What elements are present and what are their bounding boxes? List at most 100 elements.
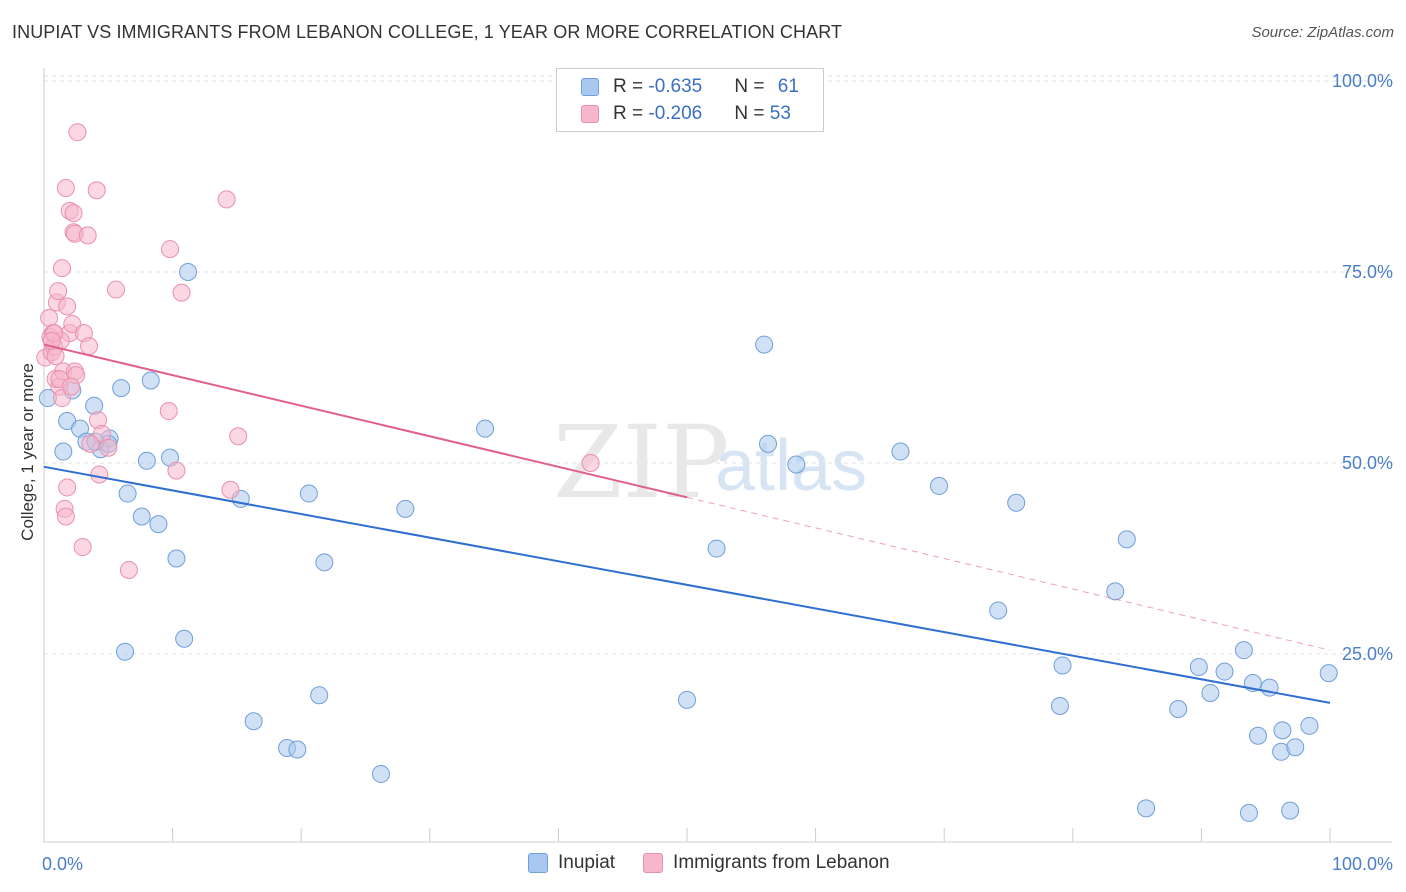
inupiat-point [149,515,168,534]
inupiat-point [1137,799,1156,818]
lebanon-point [64,204,83,223]
inupiat-point [1053,656,1072,675]
inupiat-point [315,553,334,572]
lebanon-point [99,438,118,457]
inupiat-point [759,434,778,453]
inupiat-point [1117,530,1136,549]
trend-line-lebanon [43,343,688,499]
inupiat-point [175,629,194,648]
inupiat-point [1169,700,1188,719]
inupiat-point [476,419,495,438]
inupiat-point [244,712,263,731]
legend-n-value: 61 [777,76,799,97]
inupiat-point [891,442,910,461]
lebanon-point [78,226,97,245]
inupiat-point [1239,803,1258,822]
inupiat-point [132,507,151,526]
legend-r-label: R = [613,76,649,97]
lebanon-point [49,282,68,301]
label-layer: 25.0% 50.0% 75.0% 100.0% 0.0% 100.0% College, … [18,71,1393,874]
y-axis-label: College, 1 year or more [18,363,37,541]
inupiat-point [1201,683,1220,702]
inupiat-point [141,371,160,390]
inupiat-point [930,476,949,495]
series-swatch-pink [643,853,664,873]
lebanon-point [80,337,99,356]
lebanon-point [217,190,236,209]
inupiat-point [1286,738,1305,757]
legend-row-lebanon: R = -0.206 N = 53 [581,101,791,127]
lebanon-point [53,259,72,278]
inupiat-point [1234,641,1253,660]
lebanon-point [56,507,75,526]
x-tick-label: 0.0% [42,854,83,874]
inupiat-point [112,379,131,398]
y-tick-label: 100.0% [1332,71,1393,91]
axis-layer [43,68,1392,843]
lebanon-point [159,402,178,421]
lebanon-point [221,480,240,499]
inupiat-point [1273,721,1292,740]
legend-swatch-blue [581,78,599,96]
inupiat-point [989,601,1008,620]
lebanon-point [68,123,87,142]
lebanon-point [107,280,126,299]
lebanon-point [46,347,65,366]
lebanon-point [90,465,109,484]
y-tick-label: 50.0% [1342,453,1393,473]
inupiat-point [1106,582,1125,601]
series-label-inupiat: Inupiat [558,852,616,873]
series-swatch-blue [528,853,548,873]
series-label-lebanon: Immigrants from Lebanon [673,852,890,873]
correlation-legend: R = -0.635 N = 61 R = -0.206 N = 53 [556,68,824,132]
inupiat-point [755,335,774,354]
legend-row-inupiat: R = -0.635 N = 61 [581,74,799,100]
lebanon-point [40,308,59,327]
legend-r-value: -0.635 [648,76,703,97]
watermark: ZIP atlas [553,404,867,521]
source-credit: Source: ZipAtlas.com [1251,24,1394,41]
y-tick-label: 25.0% [1342,644,1393,664]
series-legend-lebanon: Immigrants from Lebanon [643,852,890,874]
inupiat-point [179,263,198,281]
lebanon-point [172,283,191,302]
inupiat-point [167,549,186,568]
legend-swatch-pink [581,105,599,123]
trend-line-extension-lebanon [686,496,1331,651]
inupiat-point [116,642,135,661]
inupiat-point [1050,696,1069,715]
inupiat-point [1189,657,1208,676]
inupiat-point [396,499,415,518]
inupiat-point [299,484,318,503]
inupiat-point [288,740,307,759]
legend-r-value: -0.206 [648,103,703,124]
series-legend: Inupiat Immigrants from Lebanon [528,852,918,874]
lebanon-point [73,538,92,557]
x-tick-label: 100.0% [1332,854,1393,874]
lebanon-point [229,427,248,446]
points-layer [36,123,1338,822]
legend-n-label: N = [734,76,770,97]
legend-r-label: R = [613,103,649,124]
inupiat-point [1007,493,1026,512]
lebanon-point [81,434,100,453]
lebanon-point [119,560,138,579]
inupiat-point [1215,662,1234,681]
inupiat-point [1248,726,1267,745]
inupiat-point [137,451,156,470]
inupiat-point [678,690,696,709]
chart-title: INUPIAT VS IMMIGRANTS FROM LEBANON COLLE… [12,22,843,42]
lebanon-point [87,181,106,200]
inupiat-point [118,484,137,503]
lebanon-point [161,240,180,259]
trend-layer [43,343,1331,704]
inupiat-point [1300,716,1319,735]
legend-n-label: N = [734,103,770,124]
inupiat-point [707,539,726,558]
inupiat-point [310,686,329,705]
legend-n-value: 53 [769,103,791,124]
y-tick-label: 75.0% [1342,262,1393,282]
inupiat-point [787,455,806,474]
lebanon-point [56,178,75,197]
trend-line-inupiat [43,465,1331,704]
